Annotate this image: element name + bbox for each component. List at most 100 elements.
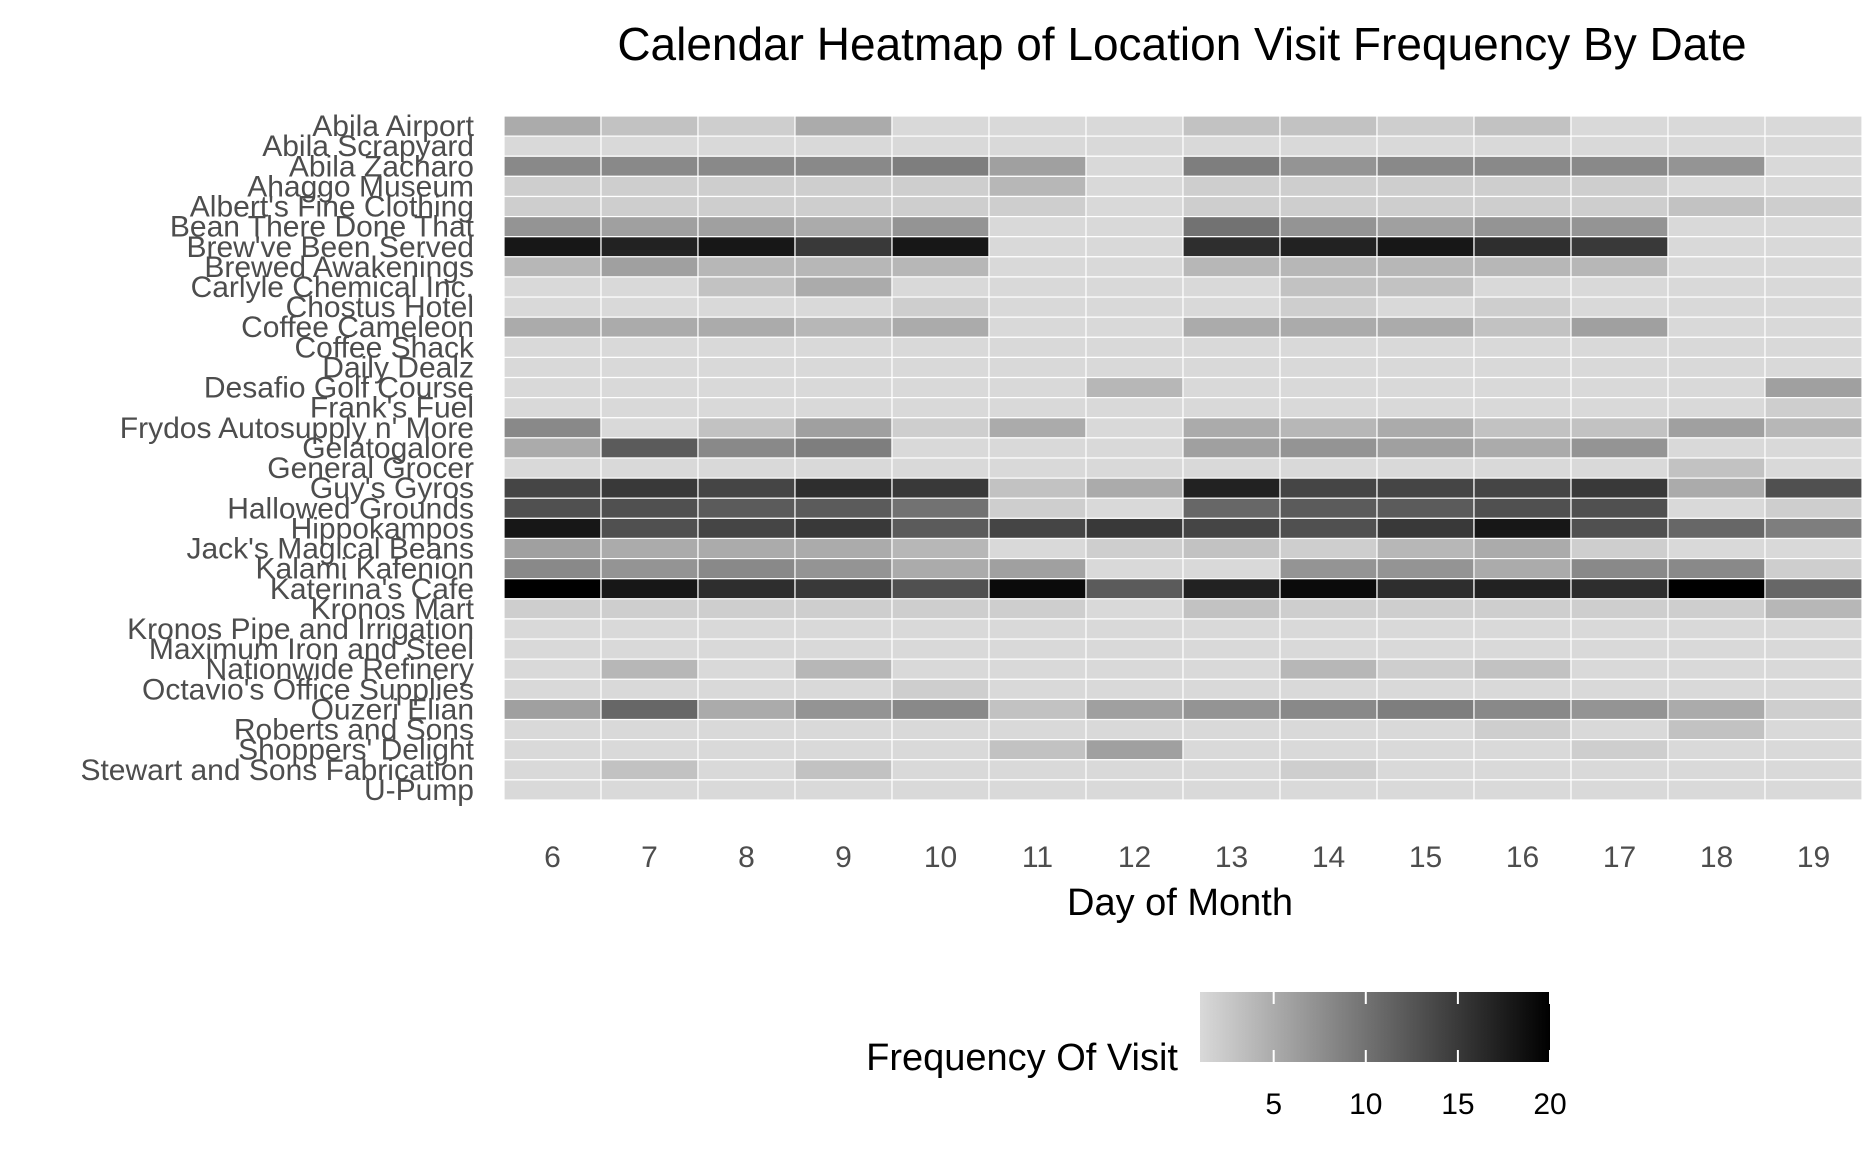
heatmap-cell-kronos-mart-day-16 [1473,598,1572,620]
x-tick-label: 6 [544,841,561,874]
heatmap-cell-abila-scrapyard-day-13 [1182,135,1281,157]
y-tick-label: Katerina's Cafe [270,573,474,606]
heatmap-cell-chostus-hotel-day-8 [697,296,796,318]
heatmap-cell-desafio-golf-course-day-6 [503,376,602,399]
heatmap-cell-brew-ve-been-served-day-19 [1764,236,1863,258]
heatmap-cell-u-pump-day-11 [988,779,1087,801]
heatmap-cell-kronos-pipe-and-irrigation-day-9 [794,618,893,640]
heatmap-cell-kronos-mart-day-6 [503,598,602,620]
heatmap-cell-coffee-cameleon-day-14 [1279,316,1378,338]
heatmap-cell-hallowed-grounds-day-11 [988,497,1087,519]
heatmap-cell-bean-there-done-that-day-6 [503,215,602,238]
heatmap-cell-katerina-s-cafe-day-6 [503,578,602,600]
heatmap-cell-nationwide-refinery-day-7 [600,658,699,680]
heatmap-cell-frydos-autosupply-n-more-day-12 [1085,417,1184,439]
heatmap-cell-carlyle-chemical-inc-day-16 [1473,276,1572,298]
heatmap-cell-chostus-hotel-day-9 [794,296,893,318]
heatmap-cell-abila-scrapyard-day-9 [794,135,893,157]
heatmap-cell-carlyle-chemical-inc-day-7 [600,276,699,298]
heatmap-cell-carlyle-chemical-inc-day-9 [794,276,893,298]
heatmap-cell-hippokampos-day-11 [988,517,1087,540]
heatmap-cell-ouzeri-elian-day-6 [503,698,602,721]
x-tick-label: 12 [1118,841,1151,874]
heatmap-cell-kronos-mart-day-18 [1667,598,1766,620]
x-tick-label: 13 [1215,841,1248,874]
heatmap-cell-brew-ve-been-served-day-17 [1570,236,1669,258]
heatmap-cell-ouzeri-elian-day-15 [1376,698,1475,721]
heatmap-cell-hallowed-grounds-day-17 [1570,497,1669,519]
heatmap-cell-brewed-awakenings-day-10 [891,256,990,278]
heatmap-cell-abila-scrapyard-day-15 [1376,135,1475,157]
heatmap-cell-abila-zacharo-day-10 [891,155,990,177]
heatmap-cell-abila-airport-day-17 [1570,115,1669,137]
heatmap-cell-maximum-iron-and-steel-day-9 [794,638,893,660]
heatmap-cell-kalami-kafenion-day-10 [891,557,990,580]
heatmap-cell-general-grocer-day-10 [891,457,990,479]
heatmap-cell-desafio-golf-course-day-7 [600,376,699,399]
heatmap-cell-kalami-kafenion-day-12 [1085,557,1184,580]
heatmap-cell-u-pump-day-7 [600,779,699,801]
heatmap-cell-stewart-and-sons-fabrication-day-8 [697,759,796,781]
heatmap-cell-coffee-cameleon-day-19 [1764,316,1863,338]
heatmap-cell-kronos-pipe-and-irrigation-day-11 [988,618,1087,640]
y-tick-label: Gelatogalore [302,432,474,465]
heatmap-cell-nationwide-refinery-day-11 [988,658,1087,680]
heatmap-cell-u-pump-day-8 [697,779,796,801]
heatmap-cell-brew-ve-been-served-day-14 [1279,236,1378,258]
heatmap-cell-general-grocer-day-16 [1473,457,1572,479]
heatmap-cell-roberts-and-sons-day-18 [1667,718,1766,741]
heatmap-cell-jack-s-magical-beans-day-13 [1182,537,1281,560]
heatmap-cell-ahaggo-museum-day-13 [1182,175,1281,198]
heatmap-cell-hippokampos-day-17 [1570,517,1669,540]
y-tick-label: Kalami Kafenion [256,553,474,586]
heatmap-cell-roberts-and-sons-day-6 [503,718,602,741]
heatmap-cell-ahaggo-museum-day-14 [1279,175,1378,198]
heatmap-cell-frank-s-fuel-day-15 [1376,397,1475,419]
heatmap-cell-u-pump-day-9 [794,779,893,801]
heatmap-cell-albert-s-fine-clothing-day-7 [600,195,699,218]
heatmap-cell-shoppers-delight-day-18 [1667,739,1766,761]
heatmap-cell-octavio-s-office-supplies-day-17 [1570,678,1669,701]
heatmap-cell-general-grocer-day-19 [1764,457,1863,479]
heatmap-cell-abila-scrapyard-day-17 [1570,135,1669,157]
heatmap-cell-maximum-iron-and-steel-day-14 [1279,638,1378,660]
y-tick-label: Bean There Done That [170,211,475,244]
heatmap-cell-katerina-s-cafe-day-12 [1085,578,1184,600]
heatmap-cell-hallowed-grounds-day-8 [697,497,796,519]
heatmap-cell-kalami-kafenion-day-15 [1376,557,1475,580]
heatmap-cell-daily-dealz-day-16 [1473,356,1572,379]
heatmap-cell-roberts-and-sons-day-16 [1473,718,1572,741]
heatmap-cell-bean-there-done-that-day-10 [891,215,990,238]
heatmap-cell-frank-s-fuel-day-17 [1570,397,1669,419]
legend-ticks: 5 10 15 20 [1265,992,1567,1121]
heatmap-cell-abila-zacharo-day-8 [697,155,796,177]
heatmap-cell-abila-zacharo-day-15 [1376,155,1475,177]
heatmap-cell-coffee-shack-day-10 [891,336,990,359]
heatmap-cell-gelatogalore-day-13 [1182,437,1281,459]
chart-title: Calendar Heatmap of Location Visit Frequ… [617,18,1746,70]
heatmap-cell-bean-there-done-that-day-8 [697,215,796,238]
heatmap-cell-abila-airport-day-6 [503,115,602,137]
heatmap-cell-abila-scrapyard-day-19 [1764,135,1863,157]
heatmap-cell-albert-s-fine-clothing-day-16 [1473,195,1572,218]
heatmap-cell-carlyle-chemical-inc-day-10 [891,276,990,298]
y-tick-label: Carlyle Chemical Inc. [191,271,474,304]
heatmap-cell-kronos-mart-day-19 [1764,598,1863,620]
heatmap-cell-frydos-autosupply-n-more-day-8 [697,417,796,439]
heatmap-cell-hippokampos-day-9 [794,517,893,540]
heatmap-cell-general-grocer-day-6 [503,457,602,479]
heatmap-cell-bean-there-done-that-day-18 [1667,215,1766,238]
heatmap-cell-chostus-hotel-day-6 [503,296,602,318]
heatmap-cell-ouzeri-elian-day-19 [1764,698,1863,721]
x-tick-label: 18 [1700,841,1733,874]
heatmap-cell-octavio-s-office-supplies-day-16 [1473,678,1572,701]
heatmap-cell-coffee-shack-day-9 [794,336,893,359]
heatmap-cell-u-pump-day-6 [503,779,602,801]
heatmap-cell-desafio-golf-course-day-19 [1764,376,1863,399]
heatmap-cell-brewed-awakenings-day-13 [1182,256,1281,278]
heatmap-cell-octavio-s-office-supplies-day-19 [1764,678,1863,701]
heatmap-cell-coffee-shack-day-6 [503,336,602,359]
y-tick-label: Kronos Mart [311,593,475,626]
heatmap-cell-u-pump-day-17 [1570,779,1669,801]
